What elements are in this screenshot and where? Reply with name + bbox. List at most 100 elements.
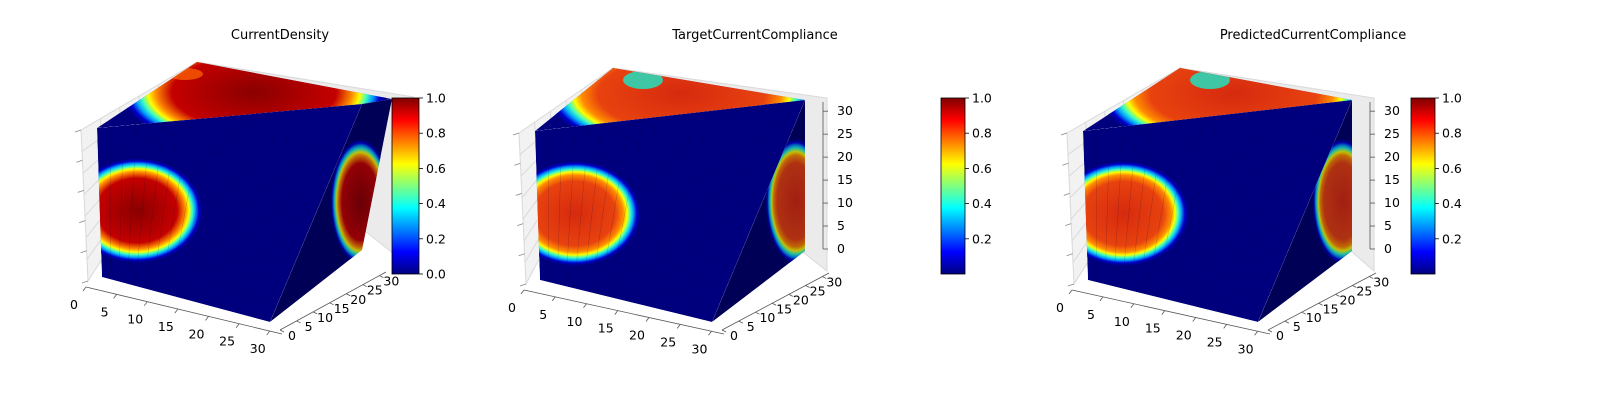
voxel-edge [634, 113, 684, 304]
voxel-edge [1181, 113, 1232, 304]
colorbar: 0.2 0.4 0.6 0.8 1.0 [940, 91, 992, 275]
top-corner-spot [1190, 71, 1230, 89]
y-axis-line [1267, 272, 1377, 331]
z-tick-label: 5 [1384, 218, 1392, 233]
y-tick-label: 15 [334, 301, 350, 316]
y-tick-label: 15 [1323, 301, 1339, 316]
voxel-edge [599, 120, 630, 295]
front-blob [535, 161, 640, 266]
y-axis-line [279, 271, 387, 331]
y-tick-label: 25 [1356, 283, 1372, 298]
x-tick-mark [266, 330, 271, 336]
x-tick-mark [1192, 317, 1197, 322]
panel-predicted-current-compliance: PredictedCurrentCompliance 0 5 10 15 20 25 300… [1056, 28, 1462, 356]
voxel-edge [660, 109, 725, 310]
voxel-edge [252, 106, 336, 318]
voxel-edge [1232, 104, 1312, 316]
front-face-base [97, 104, 362, 322]
voxel-edge [1113, 126, 1124, 287]
voxel-edge [582, 123, 603, 291]
x-axis-line [85, 286, 283, 335]
x-tick-label: 15 [1145, 321, 1161, 336]
left-tick-mark [518, 253, 525, 257]
x-tick-mark [551, 296, 556, 302]
voxel-edge [135, 123, 151, 287]
y-tick-mark [279, 329, 285, 333]
voxel-edge [160, 119, 190, 293]
colorbar-tick-label: 0.4 [972, 196, 992, 211]
y-tick-label: 0 [1276, 328, 1284, 343]
left-tick-mark [519, 283, 527, 287]
z-tick-label: 5 [837, 218, 845, 233]
z-tick-label: 30 [837, 103, 853, 118]
y-tick-mark [1267, 329, 1273, 333]
y-tick-label: 30 [1373, 275, 1389, 290]
left-tick-mark [1067, 283, 1075, 287]
x-tick-mark [205, 316, 209, 321]
x-tick-mark [174, 308, 179, 314]
panel-title: TargetCurrentCompliance [671, 28, 838, 43]
voxel-edge [210, 112, 270, 307]
y-tick-mark [721, 329, 727, 333]
voxel-edge [185, 115, 230, 300]
x-tick-label: 0 [508, 300, 516, 315]
z-tick-label: 30 [1384, 103, 1400, 118]
colorbar-tick-label: 0.8 [972, 126, 992, 141]
voxel-edge [1130, 123, 1151, 291]
y-tick-label: 5 [747, 319, 755, 334]
right-blob [1312, 139, 1352, 264]
front-face-base [535, 100, 805, 322]
y-tick-mark [1284, 320, 1290, 324]
x-tick-mark [1223, 324, 1228, 329]
voxel-edge [202, 113, 257, 305]
y-tick-label: 0 [730, 328, 738, 343]
y-tick-label: 10 [317, 310, 333, 325]
voxel-edge [617, 116, 657, 299]
colorbar-gradient [1410, 97, 1436, 275]
x-tick-label: 0 [1056, 300, 1064, 315]
voxel-edge [261, 105, 349, 320]
x-tick-label: 10 [1114, 314, 1130, 329]
y-tick-mark [822, 276, 827, 279]
colorbar-tick-label: 0.4 [1442, 196, 1462, 211]
left-tick-mark [74, 129, 82, 133]
voxel-edge [625, 115, 671, 302]
y-tick-mark [1301, 311, 1306, 315]
voxel-edge [1240, 103, 1326, 318]
y-tick-mark [296, 320, 301, 324]
right-face [1258, 100, 1352, 322]
y-tick-mark [788, 294, 794, 297]
x-tick-mark [143, 301, 148, 306]
right-face-shade [1258, 100, 1352, 322]
colorbar-tick-label: 0.0 [426, 267, 446, 282]
x-tick-mark [113, 294, 117, 299]
left-tick-mark [1063, 193, 1070, 196]
x-tick-label: 30 [250, 341, 266, 356]
voxel-cube [1083, 68, 1352, 322]
voxel-edge [642, 112, 698, 306]
y-tick-label: 20 [350, 292, 366, 307]
colorbar-gradient [940, 97, 966, 275]
y-tick-mark [755, 311, 760, 315]
left-tick-mark [1062, 162, 1069, 166]
voxel-edge [574, 124, 590, 289]
voxel-edge [118, 125, 124, 282]
z-tick-label: 15 [837, 172, 853, 187]
colorbar-tick-label: 0.2 [972, 231, 992, 246]
voxel-edge [1121, 124, 1138, 289]
z-tick-label: 10 [1384, 195, 1400, 210]
x-tick-mark [708, 331, 712, 336]
right-face [270, 99, 392, 322]
front-face-base [1083, 100, 1352, 322]
voxel-edge [1147, 120, 1178, 295]
z-tick-label: 20 [837, 149, 853, 164]
voxel-edge [152, 120, 177, 291]
voxel-edge [591, 121, 617, 293]
y-axis-line [721, 272, 830, 331]
colorbar-tick-label: 0.8 [1442, 126, 1462, 141]
voxel-cube [97, 62, 392, 322]
z-tick-label: 20 [1384, 149, 1400, 164]
